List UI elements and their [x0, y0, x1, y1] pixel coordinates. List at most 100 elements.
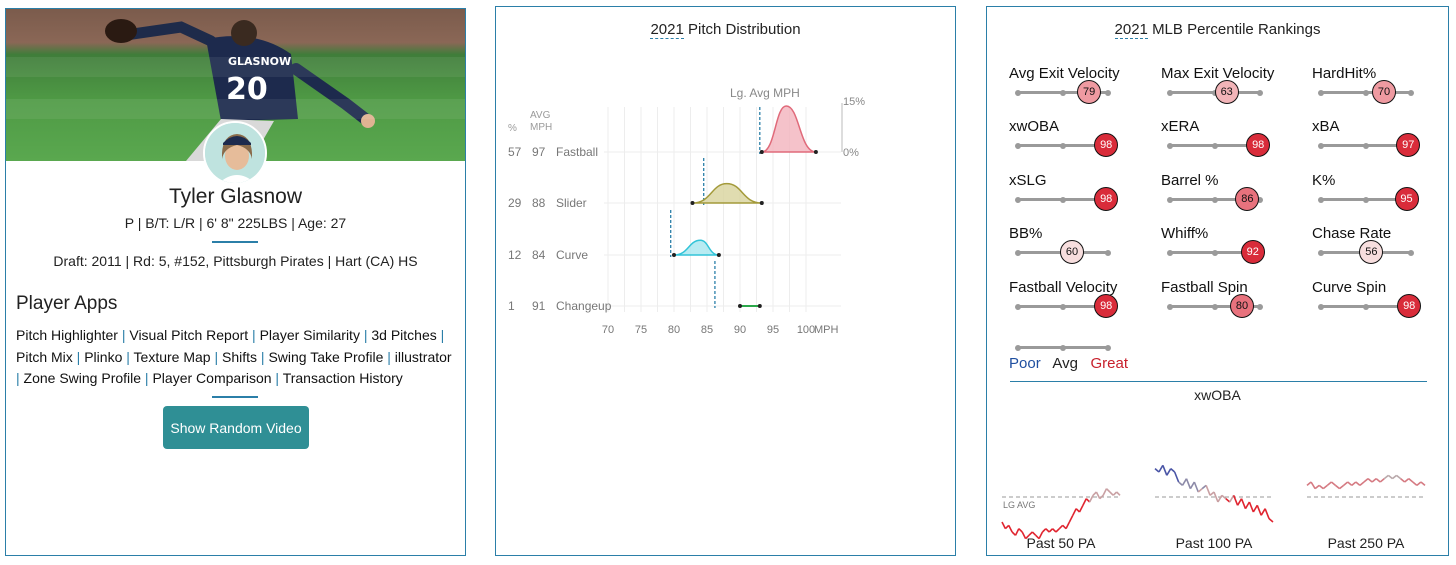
- percentile-value-bubble: 56: [1359, 240, 1384, 264]
- app-link-player-similarity[interactable]: Player Similarity: [259, 327, 360, 343]
- link-separator: |: [117, 327, 130, 343]
- xwoba-sparkline-segment: [1256, 505, 1262, 516]
- pitch-avg-mph: 88: [532, 196, 546, 210]
- x-tick-label: 100: [797, 324, 815, 336]
- xwoba-sparkline-segment: [1347, 481, 1353, 486]
- track-dot: [1015, 196, 1021, 203]
- xwoba-sparkline-segment: [1021, 531, 1027, 540]
- player-card: GLASNOW 20 Tyler Glasnow P | B/T: L/R | …: [5, 8, 466, 556]
- x-tick-label: 95: [767, 324, 779, 336]
- rankings-title-year: 2021: [1114, 21, 1148, 39]
- xwoba-sparkline-segment: [1099, 494, 1104, 500]
- show-random-video-button[interactable]: Show Random Video: [163, 406, 309, 449]
- x-tick-label: 70: [602, 324, 614, 336]
- track-dot: [1318, 196, 1324, 203]
- metric-label: Max Exit Velocity: [1161, 65, 1275, 82]
- app-link-player-comparison[interactable]: Player Comparison: [152, 370, 272, 386]
- xwoba-title: xwOBA: [1194, 387, 1241, 403]
- track-dot: [1318, 142, 1324, 149]
- jersey-number: 20: [226, 72, 268, 107]
- xwoba-sparkline-segment: [1109, 491, 1114, 496]
- xwoba-sparkline-segment: [1065, 521, 1071, 530]
- app-link-zone-swing-profile[interactable]: Zone Swing Profile: [23, 370, 142, 386]
- pitch-avg-mph: 84: [532, 248, 546, 262]
- xwoba-sparkline-segment: [1116, 491, 1121, 496]
- track-dot: [1167, 249, 1173, 256]
- percentile-value-bubble: 95: [1394, 187, 1419, 211]
- pitch-pct: 29: [508, 196, 522, 210]
- xwoba-sparkline-segment: [1162, 465, 1168, 476]
- metric-label: xERA: [1161, 118, 1200, 135]
- pitch-pct: 12: [508, 248, 522, 262]
- sparkline-label: Past 250 PA: [1327, 535, 1405, 551]
- app-link-plinko[interactable]: Plinko: [84, 348, 123, 365]
- player-name: Tyler Glasnow: [168, 185, 303, 208]
- percentile-value-bubble: 97: [1396, 133, 1421, 157]
- percentile-legend: Poor Avg Great: [1009, 355, 1128, 372]
- app-link-3d-pitches[interactable]: 3d Pitches: [371, 327, 437, 343]
- xwoba-sparkline-segment: [1339, 484, 1345, 490]
- link-separator: |: [383, 348, 395, 365]
- percentile-track: [1318, 89, 1414, 96]
- xwoba-sparkline-segment: [1213, 491, 1219, 503]
- track-dot: [1105, 89, 1111, 96]
- app-link-transaction-history[interactable]: Transaction History: [282, 370, 403, 386]
- track-dot: [1408, 249, 1414, 256]
- app-link-illustrator[interactable]: illustrator: [394, 348, 452, 365]
- xwoba-sparkline-segment: [1355, 481, 1361, 486]
- app-link-pitch-highlighter[interactable]: Pitch Highlighter: [16, 327, 118, 343]
- link-separator: |: [359, 327, 372, 343]
- app-link-texture-map[interactable]: Texture Map: [133, 348, 211, 365]
- xwoba-sparkline-segment: [1379, 478, 1385, 483]
- link-separator: |: [141, 370, 153, 386]
- xwoba-sparkline-segment: [1225, 498, 1231, 503]
- link-separator: |: [122, 348, 134, 365]
- xwoba-sparkline-segment: [1112, 491, 1118, 496]
- app-link-swing-take-profile[interactable]: Swing Take Profile: [268, 348, 384, 365]
- pitch-name: Slider: [556, 196, 587, 210]
- xwoba-sparkline-segment: [1412, 481, 1418, 486]
- range-min-dot: [738, 304, 742, 308]
- league-avg-label: LG AVG: [1003, 500, 1035, 510]
- xwoba-sparkline-segment: [1055, 528, 1060, 533]
- xwoba-sparkline-segment: [1387, 474, 1393, 480]
- xwoba-sparkline-segment: [1314, 484, 1320, 490]
- app-link-pitch-mix[interactable]: Pitch Mix: [16, 348, 73, 365]
- track-dot: [1167, 303, 1173, 310]
- track-dot: [1167, 196, 1173, 203]
- xwoba-sparkline-segment: [1088, 494, 1094, 503]
- x-tick-label: 75: [635, 324, 647, 336]
- xwoba-sparkline-segment: [1058, 524, 1064, 530]
- xwoba-sparkline-segment: [1330, 481, 1336, 486]
- xwoba-sparkline-segment: [1236, 498, 1243, 506]
- xwoba-sparkline-segment: [1408, 478, 1414, 483]
- xwoba-sparkline-segment: [1072, 508, 1077, 516]
- percentile-track: [1015, 89, 1111, 96]
- track-dot: [1212, 196, 1218, 203]
- percentile-value-bubble: 98: [1397, 294, 1422, 318]
- percentile-value-bubble: 60: [1060, 240, 1084, 264]
- player-bio: P | B/T: L/R | 6' 8" 225LBS | Age: 27: [124, 215, 347, 231]
- xwoba-sparkline-segment: [1082, 498, 1087, 506]
- track-dot: [1015, 142, 1021, 149]
- percentile-value-bubble: 86: [1235, 187, 1260, 211]
- xwoba-sparkline-segment: [1326, 481, 1332, 486]
- xwoba-sparkline-segment: [1400, 478, 1406, 483]
- xwoba-sparkline-segment: [1154, 468, 1160, 473]
- xwoba-sparkline-segment: [1232, 495, 1239, 506]
- xwoba-sparkline-segment: [1264, 508, 1270, 519]
- track-dot: [1257, 196, 1263, 203]
- percentile-value-bubble: 92: [1240, 240, 1265, 264]
- app-link-visual-pitch-report[interactable]: Visual Pitch Report: [129, 327, 249, 343]
- legend-scale: [1015, 344, 1111, 351]
- xwoba-sparkline-segment: [1252, 504, 1258, 513]
- xwoba-sparkline-segment: [1018, 528, 1023, 533]
- app-link-shifts[interactable]: Shifts: [222, 348, 258, 365]
- pitch-avg-mph: 97: [532, 145, 546, 159]
- track-dot: [1060, 196, 1066, 203]
- percentile-value-bubble: 98: [1094, 133, 1119, 157]
- xwoba-sparkline-segment: [1105, 488, 1111, 493]
- xwoba-sparkline-segment: [1185, 478, 1192, 489]
- xwoba-sparkline-segment: [1310, 481, 1316, 490]
- player-avatar: [203, 121, 267, 185]
